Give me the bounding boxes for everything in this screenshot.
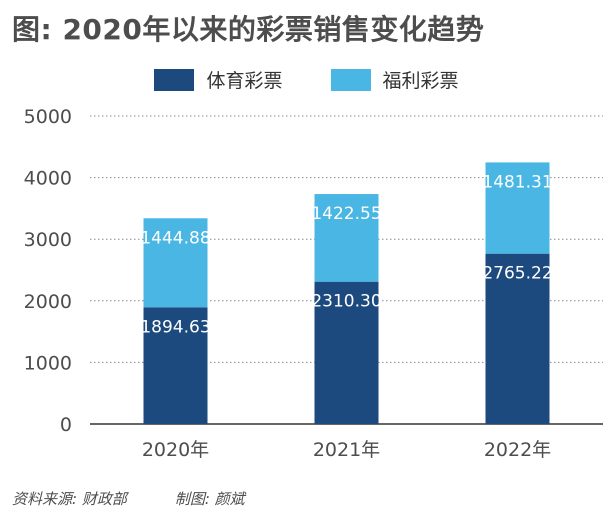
bar-sports-0 xyxy=(143,307,208,424)
y-tick-label-2: 2000 xyxy=(24,291,72,313)
y-tick-label-1: 1000 xyxy=(24,352,72,374)
legend-swatch-sports xyxy=(154,68,195,91)
bar-welfare-1 xyxy=(314,194,379,282)
legend-label-welfare: 福利彩票 xyxy=(382,70,459,92)
legend: 体育彩票 福利彩票 xyxy=(0,66,613,93)
y-tick-label-4: 4000 xyxy=(24,168,72,190)
bar-label-welfare-1: 1422.55 xyxy=(311,204,381,224)
legend-label-sports: 体育彩票 xyxy=(206,70,283,92)
legend-item-welfare: 福利彩票 xyxy=(330,66,459,93)
chart-title: 图: 2020年以来的彩票销售变化趋势 xyxy=(12,13,485,46)
x-tick-label-1: 2021年 xyxy=(313,439,380,461)
bar-sports-2 xyxy=(485,253,550,424)
x-tick-label-2: 2022年 xyxy=(484,439,551,461)
bar-label-welfare-2: 1481.31 xyxy=(482,172,552,192)
bar-welfare-2 xyxy=(485,162,550,254)
bar-label-sports-2: 2765.22 xyxy=(482,264,552,284)
footer: 资料来源: 财政部 制图: 颜斌 xyxy=(12,488,245,509)
source-note: 资料来源: 财政部 xyxy=(12,490,127,508)
bar-label-welfare-0: 1444.88 xyxy=(140,228,210,248)
y-tick-label-3: 3000 xyxy=(24,229,72,251)
y-tick-label-5: 5000 xyxy=(24,106,72,128)
legend-item-sports: 体育彩票 xyxy=(154,66,283,93)
x-tick-label-0: 2020年 xyxy=(142,439,209,461)
bar-label-sports-1: 2310.30 xyxy=(311,292,381,312)
y-tick-label-0: 0 xyxy=(60,414,72,436)
bar-label-sports-0: 1894.63 xyxy=(140,317,210,337)
bar-welfare-0 xyxy=(143,218,208,308)
legend-swatch-welfare xyxy=(330,68,371,91)
bar-sports-1 xyxy=(314,281,379,424)
credit-note: 制图: 颜斌 xyxy=(174,490,245,508)
